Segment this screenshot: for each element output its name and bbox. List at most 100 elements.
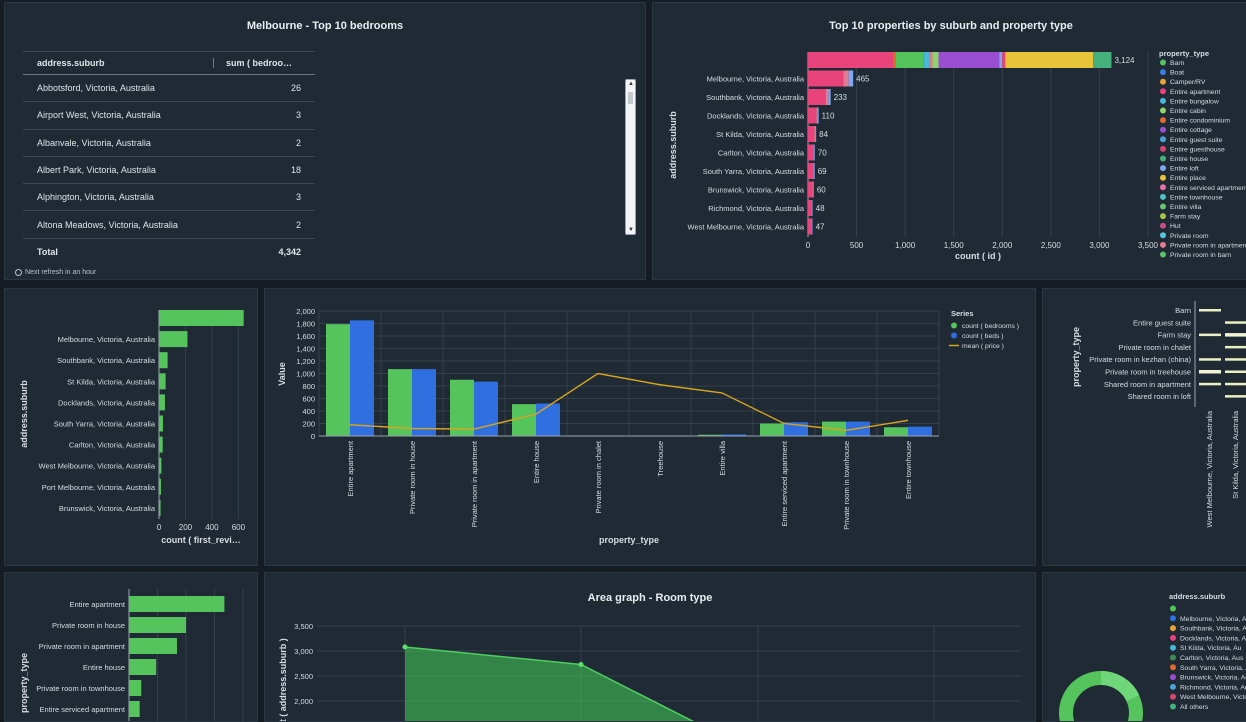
legend-swatch (1170, 635, 1176, 641)
y-tick-label: Shared room in apartment (1104, 380, 1192, 389)
x-tick-label: 2,500 (1041, 241, 1062, 250)
bar-segment (808, 89, 826, 105)
y-axis-title: property_type (1071, 327, 1081, 387)
legend-swatch (1160, 223, 1166, 229)
legend-entry: count ( beds ) (962, 333, 1004, 340)
legend-title: property_type (1159, 49, 1209, 58)
cell-bedrooms: 3 (213, 110, 315, 120)
x-tick-label: 600 (232, 523, 246, 532)
y-axis-title: Value (277, 362, 287, 386)
scroll-up-icon[interactable]: ▲ (628, 81, 634, 87)
x-tick-label: Entire apartment (346, 440, 355, 496)
y-tick-label: South Yarra, Victoria, Australia (703, 167, 805, 176)
bar-segment (813, 145, 814, 161)
legend-swatch (1170, 674, 1176, 680)
legend-swatch (1160, 252, 1166, 258)
heat-cell (1199, 358, 1221, 361)
stacked-bar-title: Top 10 properties by suburb and property… (653, 20, 1246, 32)
y-axis-title: property_type (19, 653, 29, 713)
x-tick-label: 3,000 (1089, 241, 1110, 250)
bar (159, 331, 187, 347)
x-tick-label: 0 (806, 241, 811, 250)
col-header-suburb[interactable]: address.suburb (23, 58, 213, 68)
y-tick-label: 3,000 (294, 647, 313, 656)
y-tick-label: Brunswick, Victoria, Australia (59, 504, 156, 513)
heat-cell (1225, 395, 1246, 398)
heat-cell (1199, 383, 1221, 386)
bar (159, 373, 166, 389)
scroll-thumb[interactable] (628, 92, 633, 104)
legend-swatch (1160, 108, 1166, 114)
area-point (403, 645, 408, 650)
x-tick-label: Entire villa (718, 440, 727, 475)
bar-segment (843, 71, 848, 87)
legend-swatch (1160, 88, 1166, 94)
x-tick-label: Treehouse (656, 441, 665, 477)
x-tick-label: Entire townhouse (904, 441, 913, 499)
legend-entry: Entire guest suite (1170, 137, 1223, 144)
y-tick-label: Private room in house (52, 621, 125, 630)
bar-segment (808, 182, 813, 198)
legend-swatch (1170, 704, 1176, 710)
y-tick-label: 2,000 (296, 307, 315, 316)
y-tick-label: Docklands, Victoria, Australia (58, 398, 156, 407)
x-tick-label: Entire serviced apartment (780, 440, 789, 526)
bar-segment (813, 163, 814, 179)
bar-segment (808, 163, 813, 179)
legend-swatch (1160, 213, 1166, 219)
col-header-bedrooms[interactable]: sum ( bedroo… (213, 58, 315, 68)
y-tick-label: 800 (302, 382, 315, 391)
bar (159, 479, 161, 495)
x-tick-label: Entire house (532, 441, 541, 483)
legend-entry: Entire serviced apartment (1170, 185, 1246, 192)
bar (159, 458, 161, 474)
y-tick-label: Brunswick, Victoria, Australia (708, 186, 805, 195)
heat-cell (1225, 346, 1246, 349)
bar-bedrooms (326, 324, 350, 436)
table-scrollbar[interactable]: ▲ ▼ (625, 79, 636, 235)
bar-segment (828, 89, 830, 105)
bar-value-label: 70 (818, 149, 827, 158)
y-tick-label: 2,000 (294, 697, 313, 706)
cell-suburb: Abbotsford, Victoria, Australia (23, 83, 213, 93)
legend-swatch (1160, 165, 1166, 171)
legend-entry: Entire cottage (1170, 127, 1212, 134)
y-axis-title: count ( address.suburb ) (278, 638, 288, 722)
y-tick-label: Barn (1175, 306, 1191, 315)
bar-segment (849, 71, 854, 87)
legend-swatch (1160, 69, 1166, 75)
x-axis-title: count ( id ) (955, 251, 1001, 261)
scroll-down-icon[interactable]: ▼ (628, 227, 634, 233)
x-tick-label: 2,000 (992, 241, 1013, 250)
bar (129, 596, 224, 612)
x-axis-title: property_type (599, 535, 659, 545)
legend-entry: Boat (1170, 70, 1184, 77)
bedrooms-table: address.suburb sum ( bedroo… Abbotsford,… (23, 51, 315, 265)
y-tick-label: Private room in treehouse (1105, 368, 1191, 377)
cell-bedrooms: 3 (213, 192, 315, 202)
x-tick-label: Private room in apartment (470, 440, 479, 527)
bar-segment (808, 219, 812, 235)
bar-segment (813, 182, 814, 198)
legend-entry: Entire guesthouse (1170, 146, 1225, 153)
table-title: Melbourne - Top 10 bedrooms (5, 20, 645, 32)
bar-beds (412, 369, 436, 436)
heat-cell (1225, 321, 1246, 324)
legend-entry: Entire cabin (1170, 108, 1206, 115)
refresh-status: Next refresh in an hour (15, 269, 96, 276)
y-tick-label: West Melbourne, Victoria, Australia (688, 223, 805, 232)
legend-entry: Melbourne, Victoria, A (1180, 616, 1246, 623)
legend-entry: All others (1180, 704, 1209, 711)
x-tick-label: 1,500 (944, 241, 965, 250)
legend-title: Series (951, 309, 974, 318)
y-tick-label: Melbourne, Victoria, Australia (707, 75, 805, 84)
legend-swatch (1160, 232, 1166, 238)
